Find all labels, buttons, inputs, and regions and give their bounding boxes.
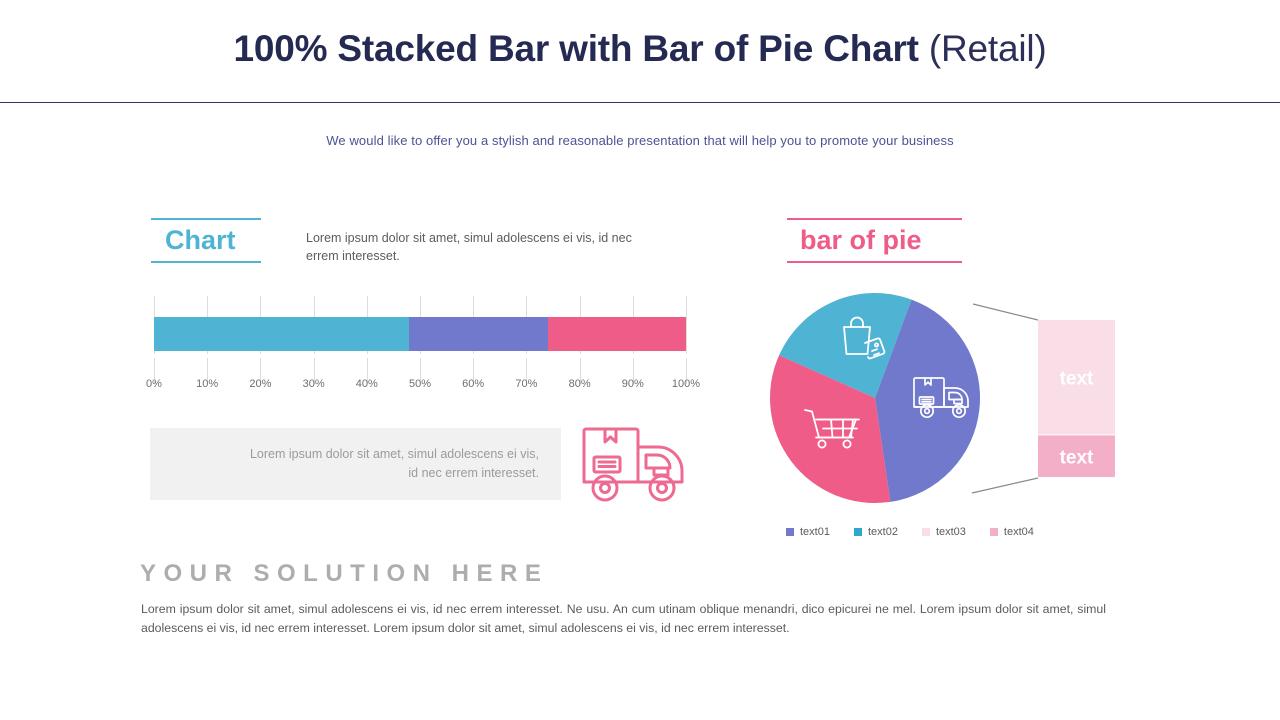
gridline — [420, 358, 421, 384]
stacked-bar-chart: 0% 10% 20% 30% 40% 50% 60% 70% 80% 90% 100% — [146, 296, 700, 398]
solution-title: YOUR SOLUTION HERE — [140, 560, 549, 587]
shopping-cart-icon — [804, 409, 860, 449]
gridline — [473, 358, 475, 384]
gridline — [686, 358, 687, 384]
axis-tick-label: 40% — [355, 378, 378, 390]
breakout-bar-segment — [1038, 320, 1115, 435]
bar-segment-text01 — [409, 317, 548, 351]
bar-chart-axis-ticks: 0% 10% 20% 30% 40% 50% 60% 70% 80% 90% 100% — [146, 378, 700, 398]
breakout-bar-segment — [1038, 435, 1115, 477]
pie-section-heading: bar of pie — [787, 218, 962, 264]
header-divider — [0, 102, 1280, 103]
pie-heading-label: bar of pie — [800, 225, 922, 255]
axis-tick-label: 10% — [196, 378, 219, 390]
legend-swatch — [853, 528, 862, 536]
legend-label: text03 — [935, 526, 966, 538]
delivery-truck-icon — [913, 377, 969, 419]
gridline — [313, 358, 315, 384]
legend-swatch — [989, 528, 998, 536]
legend-item-text01[interactable]: text01 — [786, 526, 830, 538]
shopping-bag-icon — [843, 316, 886, 360]
note-box-text: Lorem ipsum dolor sit amet, simul adoles… — [250, 445, 561, 483]
gridline — [579, 358, 581, 384]
legend-item-text03[interactable]: text03 — [921, 526, 966, 538]
note-box-line-1: Lorem ipsum dolor sit amet, simul adoles… — [249, 447, 539, 462]
pie-heading-bottom-rule — [787, 261, 962, 264]
gridline — [686, 296, 687, 354]
page-title-parenthetical: (Retail) — [928, 28, 1047, 69]
page-subtitle: We would like to offer you a stylish and… — [326, 133, 954, 148]
pie-heading-top-rule — [787, 218, 962, 220]
gridline — [526, 358, 528, 384]
legend-swatch — [786, 528, 794, 536]
bar-of-pie-chart: text text — [770, 293, 1115, 504]
bar-segment-text02 — [154, 317, 410, 351]
legend-item-text02[interactable]: text02 — [853, 526, 898, 538]
gridline — [154, 358, 155, 384]
legend-item-text04[interactable]: text04 — [989, 526, 1034, 538]
chart-side-note: Lorem ipsum dolor sit amet, simul adoles… — [306, 231, 632, 264]
gridline — [366, 358, 368, 384]
chart-section-heading: Chart — [151, 218, 261, 264]
axis-tick-label: 30% — [302, 378, 325, 390]
breakout-connector-lines — [971, 303, 1039, 494]
legend-label: text04 — [1003, 526, 1034, 538]
page-title: 100% Stacked Bar with Bar of Pie Chart (… — [0, 28, 1280, 70]
gridline — [260, 358, 262, 384]
stacked-bar-track — [154, 317, 686, 351]
gridline — [207, 358, 209, 384]
axis-tick-label: 80% — [568, 378, 591, 390]
chart-heading-bottom-rule — [151, 261, 261, 264]
note-box-line-2: id nec errem interesset. — [408, 466, 539, 480]
breakout-bar-label: text — [1060, 369, 1094, 390]
legend-label: text01 — [800, 526, 830, 538]
axis-tick-label: 100% — [671, 378, 701, 390]
gridline — [632, 358, 634, 384]
breakout-stacked-bar: text text — [1038, 320, 1115, 477]
axis-tick-label: 0% — [146, 378, 162, 390]
axis-tick-label: 20% — [249, 378, 272, 390]
delivery-truck-icon — [582, 427, 684, 502]
legend-swatch — [921, 528, 930, 536]
breakout-bar-label: text — [1060, 448, 1094, 469]
page-title-main: 100% Stacked Bar with Bar of Pie Chart — [233, 28, 929, 69]
axis-tick-label: 60% — [462, 378, 485, 390]
pie-legend: text01 text02 text03 text04 — [786, 523, 1106, 541]
chart-heading-top-rule — [151, 218, 261, 220]
footer-body-copy: Lorem ipsum dolor sit amet, simul adoles… — [141, 602, 1106, 635]
note-box: Lorem ipsum dolor sit amet, simul adoles… — [150, 428, 561, 500]
pie-slice-text01 — [875, 299, 980, 502]
axis-tick-label: 50% — [408, 378, 432, 390]
axis-tick-label: 70% — [515, 378, 538, 390]
chart-heading-label: Chart — [165, 225, 236, 255]
bar-segment-text04 — [547, 317, 686, 351]
legend-label: text02 — [867, 526, 898, 538]
axis-tick-label: 90% — [621, 378, 644, 390]
